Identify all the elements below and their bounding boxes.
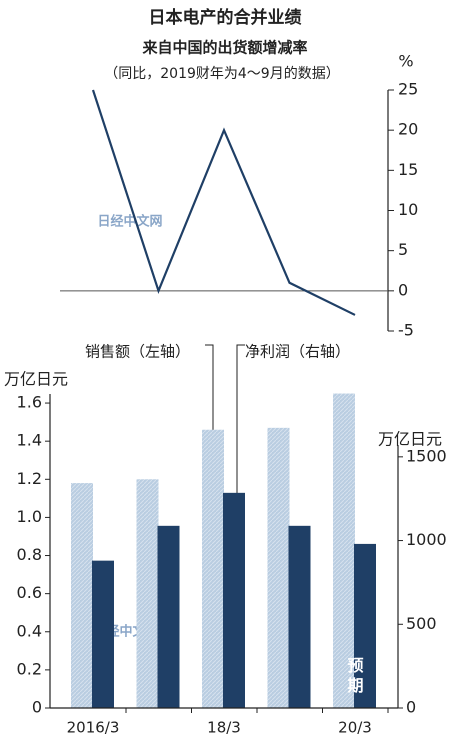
y2-tick-label: 500 bbox=[406, 614, 437, 633]
y-tick-label: 25 bbox=[398, 80, 418, 99]
y2-tick-label: 1000 bbox=[406, 530, 447, 549]
y-tick-label: 0.8 bbox=[17, 545, 42, 564]
legend-label: 净利润（右轴） bbox=[245, 343, 350, 361]
y-tick-label: 1.4 bbox=[17, 431, 42, 450]
x-tick-label: 20/3 bbox=[338, 719, 372, 737]
y-tick-label: 0.4 bbox=[17, 621, 42, 640]
watermark: 日经中文网 bbox=[97, 214, 162, 230]
y-tick-label: -5 bbox=[398, 321, 414, 340]
y-unit: % bbox=[398, 52, 413, 71]
y-tick-label: 1.6 bbox=[17, 393, 42, 412]
line bbox=[91, 89, 356, 316]
y-axis-label: 万亿日元 bbox=[4, 370, 68, 389]
y-tick-label: 20 bbox=[398, 120, 418, 139]
bar bbox=[354, 543, 376, 708]
y-tick-label: 1.0 bbox=[17, 507, 42, 526]
bar bbox=[202, 429, 224, 708]
y-tick-label: 10 bbox=[398, 200, 418, 219]
bar bbox=[288, 525, 311, 708]
x-tick-label: 18/3 bbox=[207, 719, 241, 737]
bar bbox=[333, 393, 355, 708]
y-tick-label: 0.6 bbox=[17, 583, 42, 602]
chart-subtitle: 来自中国的出货额增减率 bbox=[141, 39, 307, 57]
y-tick-label: 5 bbox=[398, 240, 408, 259]
legend-leader bbox=[205, 344, 214, 430]
y-tick-label: 0 bbox=[398, 280, 408, 299]
legend-label: 销售额（左轴） bbox=[85, 343, 190, 361]
y-tick-label: 0 bbox=[32, 698, 42, 717]
y-tick-label: 0.2 bbox=[17, 659, 42, 678]
y-tick-label: 1.2 bbox=[17, 469, 42, 488]
bar bbox=[71, 483, 93, 708]
y-tick-label: 15 bbox=[398, 160, 418, 179]
chart-title: 日本电产的合并业绩 bbox=[149, 7, 302, 28]
bar bbox=[223, 492, 245, 708]
bar bbox=[136, 479, 159, 708]
y2-tick-label: 0 bbox=[406, 698, 416, 717]
bar bbox=[92, 560, 114, 708]
x-tick-label: 2016/3 bbox=[67, 719, 120, 737]
y2-axis-label: 万亿日元 bbox=[378, 430, 442, 449]
legend-leader bbox=[236, 344, 245, 493]
chart-note: （同比，2019财年为4～9月的数据） bbox=[104, 66, 339, 82]
y2-tick-label: 1500 bbox=[406, 446, 447, 465]
bar bbox=[157, 525, 180, 708]
annotation: 预期 bbox=[345, 657, 364, 697]
bar bbox=[267, 427, 290, 708]
